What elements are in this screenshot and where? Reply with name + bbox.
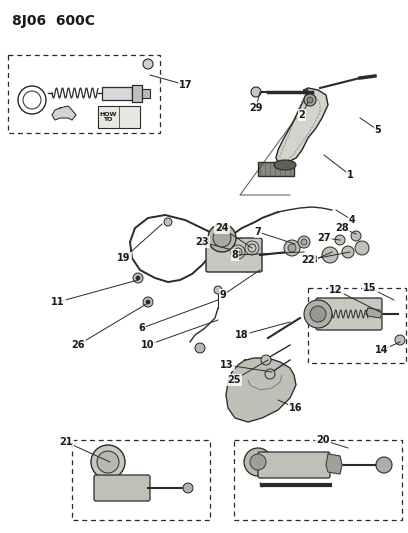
- Text: 16: 16: [289, 403, 303, 413]
- Circle shape: [251, 87, 261, 97]
- Text: 8: 8: [232, 250, 238, 260]
- Text: 15: 15: [363, 283, 377, 293]
- Text: 17: 17: [179, 80, 193, 90]
- FancyBboxPatch shape: [206, 238, 262, 272]
- Text: 10: 10: [141, 340, 155, 350]
- Circle shape: [250, 454, 266, 470]
- Text: 23: 23: [195, 237, 209, 247]
- Bar: [8, 55, 160, 133]
- Text: 22: 22: [301, 255, 315, 265]
- Text: 24: 24: [215, 223, 229, 233]
- Text: 11: 11: [51, 297, 65, 307]
- Text: 4: 4: [348, 215, 355, 225]
- Circle shape: [245, 241, 259, 255]
- Text: 25: 25: [227, 375, 241, 385]
- Circle shape: [304, 94, 316, 106]
- Text: 1: 1: [347, 170, 353, 180]
- Bar: [102, 87, 132, 100]
- Text: 9: 9: [220, 290, 226, 300]
- Circle shape: [164, 218, 172, 226]
- Text: 29: 29: [249, 103, 263, 113]
- Bar: [142, 89, 150, 98]
- Bar: [258, 162, 294, 176]
- Circle shape: [265, 369, 275, 379]
- Circle shape: [97, 451, 119, 473]
- Text: 12: 12: [329, 285, 343, 295]
- Circle shape: [133, 273, 143, 283]
- Text: 13: 13: [220, 360, 234, 370]
- Polygon shape: [326, 454, 342, 474]
- Circle shape: [355, 241, 369, 255]
- Text: 26: 26: [71, 340, 85, 350]
- Text: HOW
TO: HOW TO: [99, 111, 117, 123]
- Circle shape: [195, 343, 205, 353]
- FancyBboxPatch shape: [316, 298, 382, 330]
- Circle shape: [213, 229, 231, 247]
- Circle shape: [231, 245, 245, 259]
- Text: 20: 20: [316, 435, 330, 445]
- Bar: [308, 288, 406, 363]
- Bar: [234, 440, 402, 520]
- Text: 19: 19: [117, 253, 131, 263]
- Text: 2: 2: [299, 110, 305, 120]
- Circle shape: [261, 355, 271, 365]
- Text: 27: 27: [317, 233, 331, 243]
- Circle shape: [298, 236, 310, 248]
- Circle shape: [146, 300, 150, 304]
- Bar: [98, 106, 140, 128]
- Circle shape: [395, 335, 405, 345]
- Circle shape: [288, 244, 296, 252]
- Text: 8J06  600C: 8J06 600C: [12, 14, 95, 28]
- Ellipse shape: [274, 160, 296, 170]
- Circle shape: [248, 244, 256, 252]
- Bar: [72, 440, 210, 520]
- Polygon shape: [226, 358, 296, 422]
- Circle shape: [136, 276, 140, 280]
- Text: 3: 3: [310, 255, 317, 265]
- Circle shape: [307, 97, 313, 103]
- Circle shape: [244, 448, 272, 476]
- Circle shape: [214, 286, 222, 294]
- Circle shape: [335, 235, 345, 245]
- Text: 14: 14: [375, 345, 389, 355]
- Circle shape: [351, 231, 361, 241]
- Text: 18: 18: [235, 330, 249, 340]
- FancyBboxPatch shape: [94, 475, 150, 501]
- Circle shape: [304, 300, 332, 328]
- Circle shape: [183, 483, 193, 493]
- Circle shape: [143, 59, 153, 69]
- Circle shape: [208, 224, 236, 252]
- Circle shape: [342, 246, 354, 258]
- Circle shape: [376, 457, 392, 473]
- Circle shape: [322, 247, 338, 263]
- Text: 6: 6: [139, 323, 145, 333]
- Polygon shape: [366, 308, 382, 318]
- Text: 7: 7: [255, 227, 262, 237]
- Circle shape: [301, 239, 307, 245]
- Text: 5: 5: [375, 125, 381, 135]
- FancyBboxPatch shape: [258, 452, 330, 478]
- Bar: [132, 85, 142, 102]
- Polygon shape: [52, 106, 76, 120]
- Circle shape: [143, 297, 153, 307]
- Text: 28: 28: [335, 223, 349, 233]
- Circle shape: [284, 240, 300, 256]
- Circle shape: [91, 445, 125, 479]
- Polygon shape: [276, 88, 328, 164]
- Circle shape: [310, 306, 326, 322]
- Circle shape: [234, 248, 242, 256]
- Text: 21: 21: [59, 437, 73, 447]
